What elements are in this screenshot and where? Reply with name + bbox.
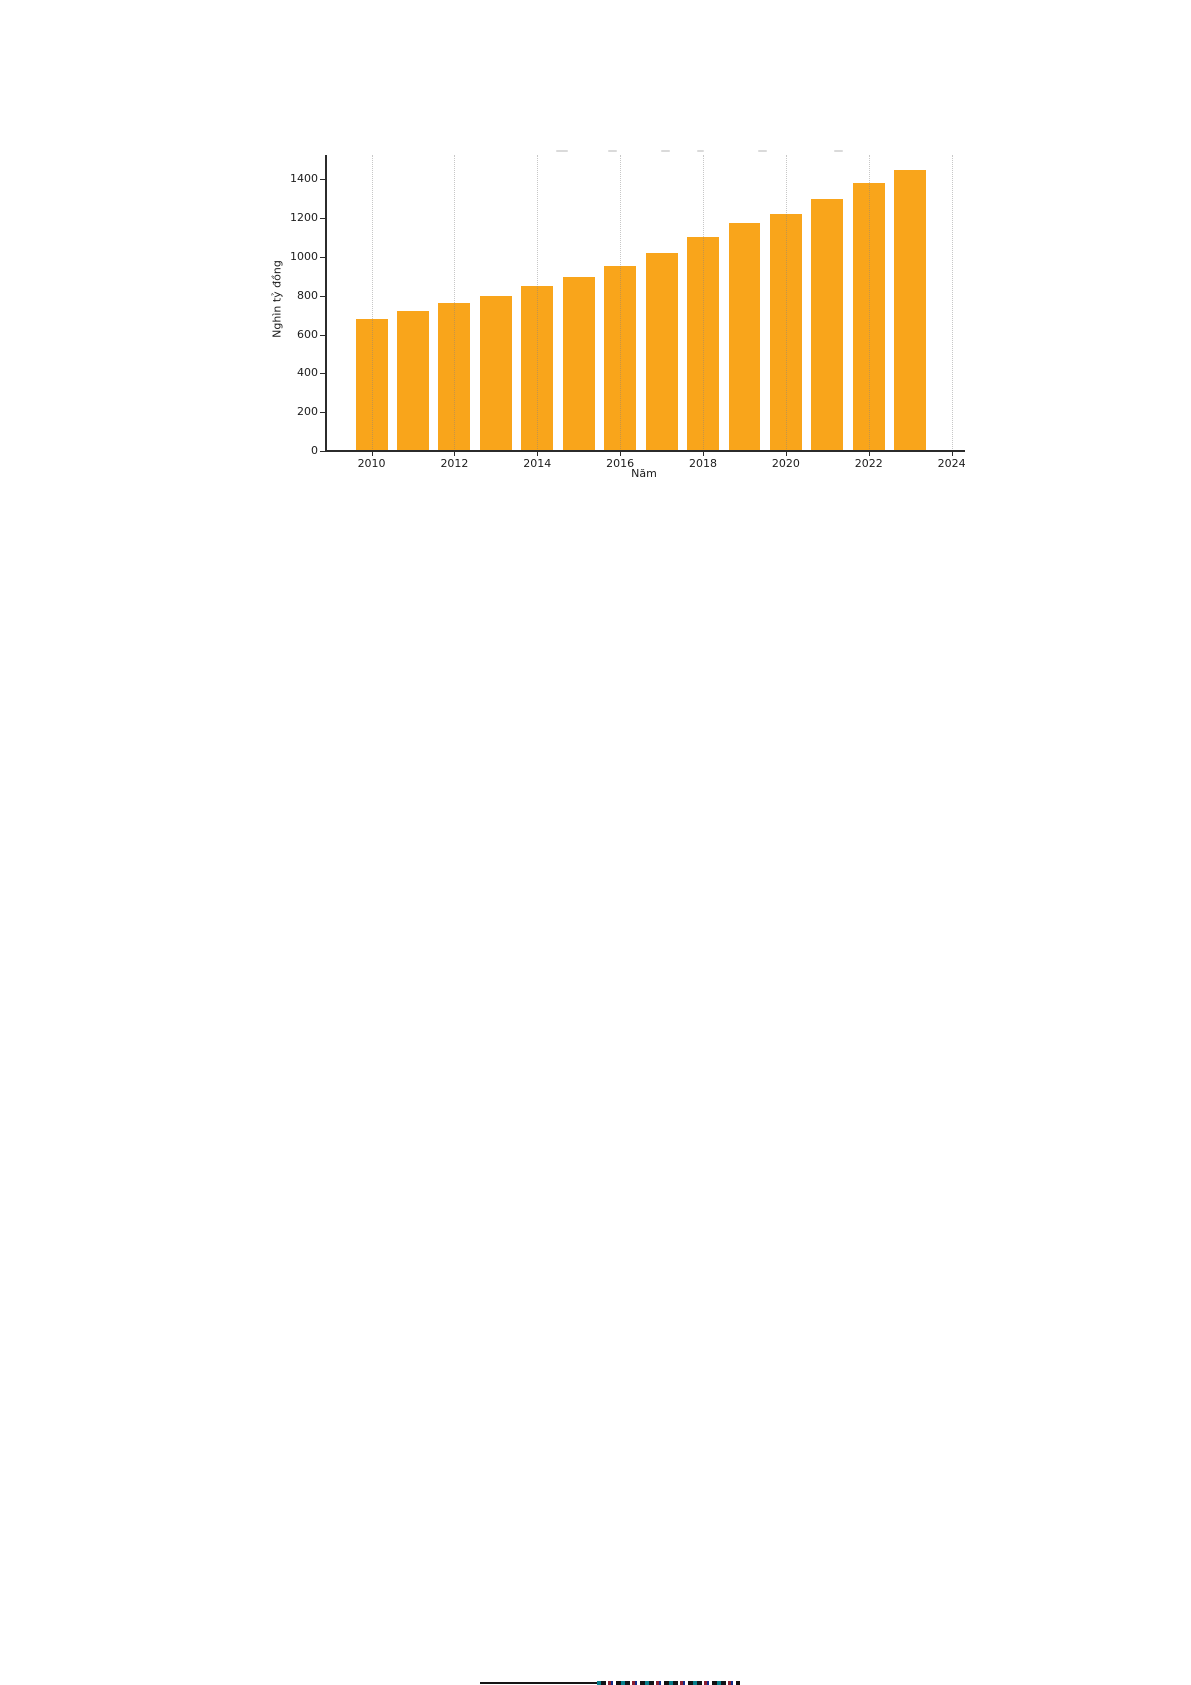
x-tickmark-2010 xyxy=(371,452,373,456)
gridline-2012 xyxy=(454,155,456,451)
y-tickmark-800 xyxy=(320,295,325,297)
y-axis-spine xyxy=(325,155,327,452)
bar-2011 xyxy=(397,311,429,451)
x-tickmark-2018 xyxy=(703,452,705,456)
clipped-title-artifact xyxy=(608,150,617,152)
bar-2012 xyxy=(438,303,471,451)
clipped-bottom-line-artifact xyxy=(480,1682,597,1684)
clipped-title-artifact xyxy=(834,150,843,152)
x-ticklabel-2010: 2010 xyxy=(357,457,386,470)
x-tickmark-2024 xyxy=(951,452,953,456)
bar-2010 xyxy=(355,319,388,451)
bars-layer xyxy=(0,0,1191,520)
bar-2019 xyxy=(728,222,761,451)
x-tickmark-2016 xyxy=(620,452,622,456)
clipped-title-artifact xyxy=(556,150,568,152)
x-ticklabel-2016: 2016 xyxy=(606,457,635,470)
gridline-2018 xyxy=(703,155,705,451)
bar-2020 xyxy=(769,214,802,451)
y-ticklabel-1000: 1000 xyxy=(290,249,318,263)
y-tickmark-1000 xyxy=(320,256,325,258)
y-ticklabel-1400: 1400 xyxy=(290,172,318,186)
gridline-2010 xyxy=(371,155,373,451)
bar-2016 xyxy=(604,265,637,451)
gridline-2024 xyxy=(951,155,953,451)
y-ticklabel-400: 400 xyxy=(297,366,318,380)
gridline-2020 xyxy=(785,155,787,451)
gridline-2022 xyxy=(868,155,870,451)
x-ticklabel-2022: 2022 xyxy=(854,457,883,470)
gridline-2016 xyxy=(620,155,622,451)
y-tickmark-1200 xyxy=(320,218,325,220)
y-axis-label: Nghìn tỷ đồng xyxy=(270,260,284,338)
y-tickmark-200 xyxy=(320,412,325,414)
bar-2021 xyxy=(811,198,844,451)
bar-2018 xyxy=(687,237,719,451)
gridline-2014 xyxy=(537,155,539,451)
x-ticklabel-2014: 2014 xyxy=(523,457,552,470)
clipped-bottom-text-artifact xyxy=(597,1681,740,1685)
clipped-title-artifact xyxy=(697,150,704,152)
x-tickmark-2020 xyxy=(785,452,787,456)
x-ticklabel-2024: 2024 xyxy=(937,457,966,470)
x-tickmark-2012 xyxy=(454,452,456,456)
bar-2023 xyxy=(894,169,927,451)
y-ticklabel-800: 800 xyxy=(297,288,318,302)
x-tickmark-2014 xyxy=(537,452,539,456)
x-ticklabel-2020: 2020 xyxy=(771,457,800,470)
x-ticklabel-2018: 2018 xyxy=(689,457,718,470)
y-tickmark-1400 xyxy=(320,179,325,181)
y-axis-ticks: 0 200 400 600 800 1000 1200 1400 xyxy=(0,0,1191,520)
bar-2017 xyxy=(645,253,678,451)
bar-2022 xyxy=(852,183,885,451)
y-ticklabel-0: 0 xyxy=(311,444,318,457)
bar-chart-figure: 2010 2012 2014 2016 2018 2020 2022 2024 0 200 400… xyxy=(0,0,1191,520)
x-axis-label: Năm xyxy=(631,467,657,480)
clipped-title-artifact xyxy=(661,150,670,152)
bar-2014 xyxy=(521,286,554,451)
clipped-title-artifact xyxy=(758,150,767,152)
y-tickmark-600 xyxy=(320,334,325,336)
y-ticklabel-600: 600 xyxy=(297,327,318,341)
x-ticklabel-2012: 2012 xyxy=(440,457,469,470)
x-axis-spine xyxy=(325,450,965,452)
x-axis-ticks: 2010 2012 2014 2016 2018 2020 2022 2024 xyxy=(0,0,1191,520)
y-ticklabel-200: 200 xyxy=(297,405,318,419)
x-tickmark-2022 xyxy=(868,452,870,456)
bar-2015 xyxy=(562,277,595,451)
y-ticklabel-1200: 1200 xyxy=(290,211,318,225)
y-tickmark-0 xyxy=(320,451,325,452)
y-tickmark-400 xyxy=(320,373,325,375)
bar-2013 xyxy=(479,295,512,451)
gridlines-overlay-layer xyxy=(0,0,1191,520)
